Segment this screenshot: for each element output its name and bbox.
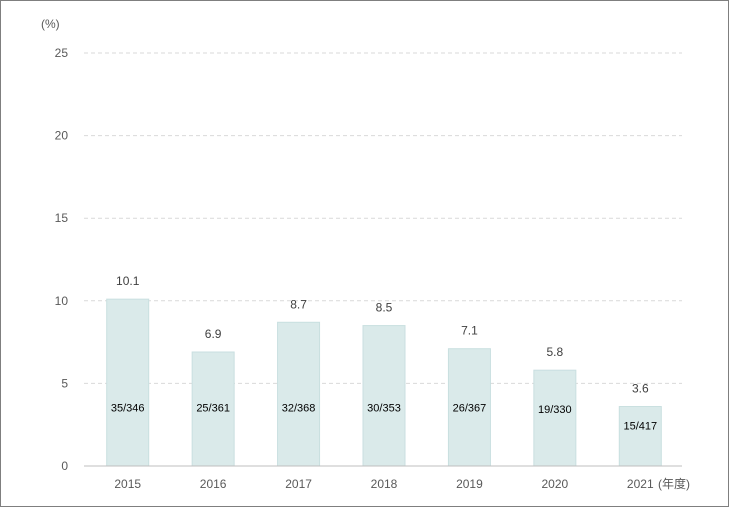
bar-value-label: 8.5 (376, 301, 393, 315)
x-tick-label: 2021 (627, 477, 654, 491)
bar-value-label: 3.6 (632, 382, 649, 396)
bar (106, 298, 150, 467)
y-axis-ticks: 0 5 10 15 20 25 (55, 46, 69, 473)
y-tick-label: 10 (55, 294, 69, 308)
x-tick-label: 2019 (456, 477, 483, 491)
bar-inner-label: 19/330 (538, 404, 572, 416)
y-tick-label: 0 (61, 459, 68, 473)
bar-value-label: 5.8 (547, 345, 564, 359)
y-tick-label: 5 (61, 376, 68, 390)
bar-inner-label: 25/361 (196, 402, 230, 414)
bars: 10.1 35/346 6.9 25/361 8.7 32/368 8.5 30/353 7.1… (106, 274, 662, 467)
bar-inner-label: 26/367 (453, 402, 487, 414)
x-axis-ticks: 2015 2016 2017 2018 2019 2020 2021 (114, 477, 654, 491)
x-tick-label: 2015 (114, 477, 141, 491)
x-tick-label: 2020 (542, 477, 569, 491)
x-tick-label: 2018 (371, 477, 398, 491)
bar (447, 348, 491, 467)
bar (277, 321, 321, 467)
bar-value-label: 10.1 (116, 274, 140, 288)
y-axis-unit-label: (%) (41, 17, 60, 31)
y-tick-label: 15 (55, 211, 69, 225)
bar-inner-label: 15/417 (623, 420, 657, 432)
bar-value-label: 8.7 (290, 297, 307, 311)
bar-value-label: 6.9 (205, 327, 222, 341)
bar (362, 325, 406, 467)
bar (191, 351, 235, 467)
y-tick-label: 20 (55, 129, 69, 143)
bar (533, 369, 577, 467)
bar-inner-label: 32/368 (282, 402, 316, 414)
gridlines (84, 52, 682, 384)
x-tick-label: 2017 (285, 477, 312, 491)
bar-value-label: 7.1 (461, 324, 478, 338)
bar (618, 406, 662, 467)
y-tick-label: 25 (55, 46, 69, 60)
x-tick-label: 2016 (200, 477, 227, 491)
bar-inner-label: 35/346 (111, 402, 145, 414)
bar-inner-label: 30/353 (367, 402, 401, 414)
x-axis-unit-label: (年度) (658, 476, 690, 491)
